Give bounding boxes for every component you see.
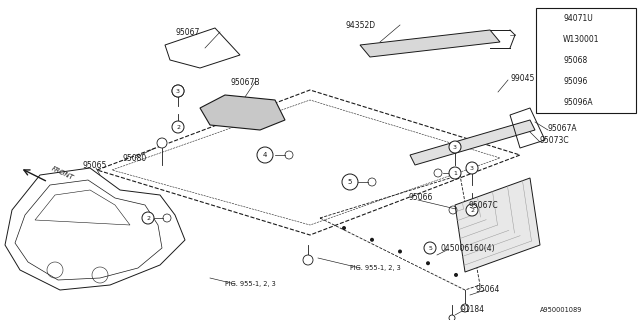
Circle shape [454, 273, 458, 277]
Circle shape [172, 85, 184, 97]
Text: 99045: 99045 [510, 74, 534, 83]
Circle shape [540, 12, 554, 26]
Text: FIG. 955-1, 2, 3: FIG. 955-1, 2, 3 [225, 281, 276, 287]
Circle shape [449, 315, 455, 320]
Circle shape [257, 147, 273, 163]
Text: 2: 2 [146, 215, 150, 220]
Circle shape [303, 255, 313, 265]
Circle shape [426, 261, 430, 265]
Circle shape [449, 141, 461, 153]
Text: 95065: 95065 [82, 161, 106, 170]
Polygon shape [410, 120, 535, 165]
Circle shape [157, 138, 167, 148]
Bar [536, 8, 636, 113]
Text: 5: 5 [545, 100, 549, 106]
Circle shape [449, 167, 461, 179]
Text: 95080: 95080 [122, 154, 147, 163]
Circle shape [342, 226, 346, 230]
Circle shape [540, 33, 554, 46]
Text: 94071U: 94071U [563, 14, 593, 23]
Text: FRONT: FRONT [50, 165, 74, 181]
Text: 95067B: 95067B [230, 77, 259, 86]
Text: 95073C: 95073C [540, 135, 570, 145]
Text: FIG. 955-1, 2, 3: FIG. 955-1, 2, 3 [350, 265, 401, 271]
Text: 94352D: 94352D [345, 20, 375, 29]
Text: 5: 5 [348, 179, 352, 185]
Text: A950001089: A950001089 [540, 307, 582, 313]
Text: 3: 3 [545, 58, 549, 63]
Polygon shape [455, 178, 540, 272]
Text: 95067: 95067 [175, 28, 200, 36]
Text: 95096: 95096 [563, 77, 588, 86]
Text: 2: 2 [176, 124, 180, 130]
Text: 3: 3 [470, 165, 474, 171]
Text: 4: 4 [545, 78, 549, 84]
Circle shape [172, 121, 184, 133]
Text: 95066: 95066 [408, 193, 433, 202]
Circle shape [172, 85, 184, 97]
Text: 1: 1 [545, 15, 549, 21]
Text: 5: 5 [428, 245, 432, 251]
Text: 95068: 95068 [563, 56, 588, 65]
Text: 1: 1 [453, 171, 457, 175]
Text: 91184: 91184 [460, 306, 484, 315]
Circle shape [540, 95, 554, 109]
Text: 2: 2 [545, 36, 549, 43]
Text: 4: 4 [263, 152, 267, 158]
Circle shape [398, 250, 402, 253]
Polygon shape [360, 30, 500, 57]
Text: 3: 3 [453, 145, 457, 149]
Circle shape [342, 174, 358, 190]
Circle shape [424, 242, 436, 254]
Text: 95096A: 95096A [563, 98, 593, 107]
Circle shape [142, 212, 154, 224]
Text: 95064: 95064 [475, 285, 499, 294]
Circle shape [540, 53, 554, 68]
Circle shape [466, 204, 478, 216]
Circle shape [466, 162, 478, 174]
Text: W130001: W130001 [563, 35, 600, 44]
Circle shape [370, 238, 374, 242]
Text: 2: 2 [470, 207, 474, 212]
Text: 95067C: 95067C [468, 201, 498, 210]
Polygon shape [200, 95, 285, 130]
Text: 045006160(4): 045006160(4) [440, 244, 495, 252]
Circle shape [540, 75, 554, 89]
Text: 3: 3 [176, 89, 180, 93]
Circle shape [461, 304, 469, 312]
Text: 95067A: 95067A [548, 124, 578, 132]
